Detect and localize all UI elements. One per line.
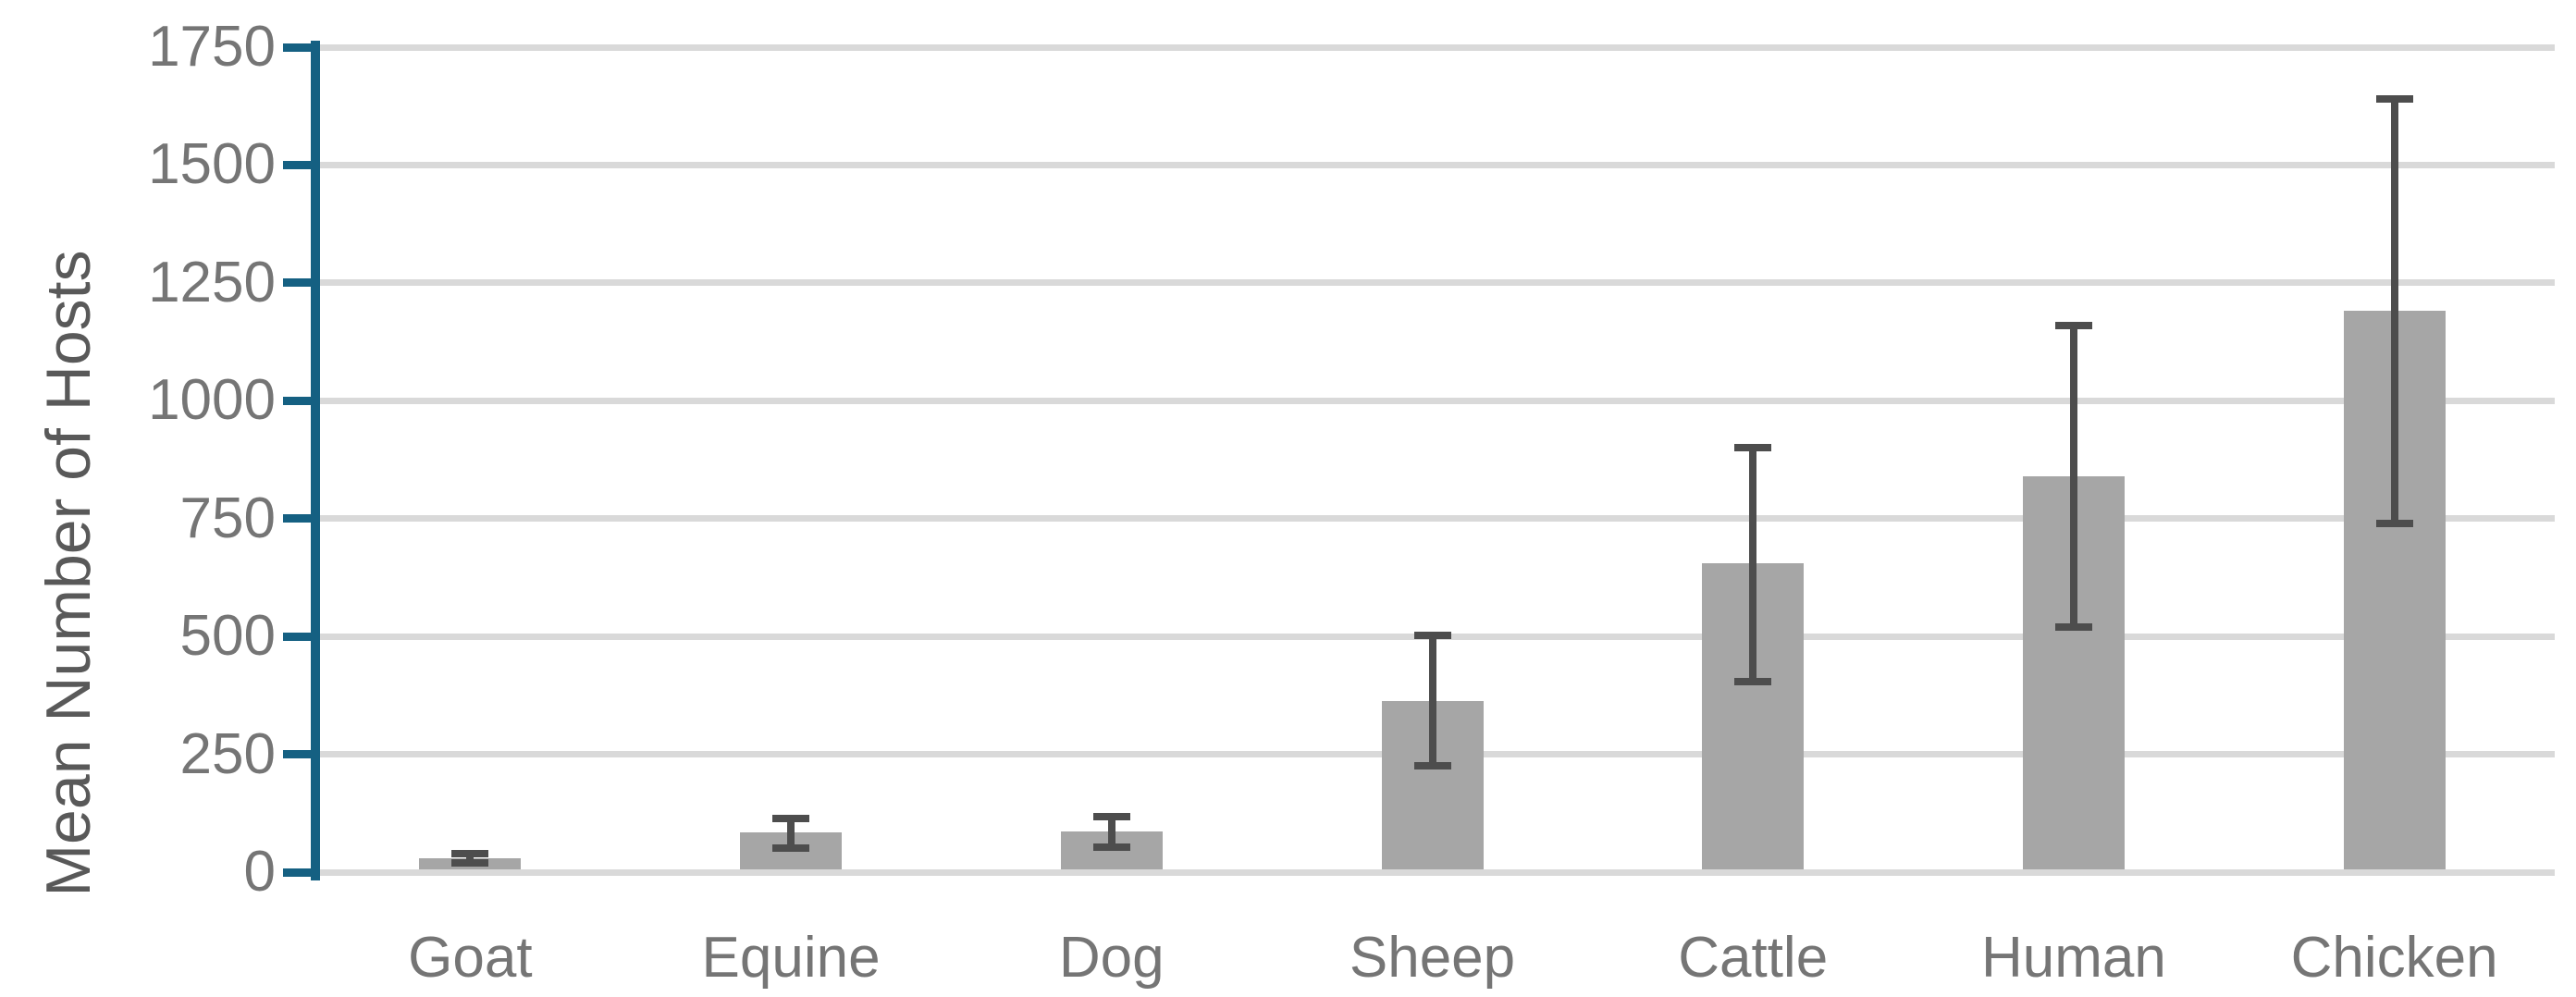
- error-bar-cap-top-goat: [451, 849, 489, 857]
- y-tick-label-1750: 1750: [148, 15, 276, 79]
- y-tick-label-500: 500: [179, 604, 276, 669]
- gridline-1000: [319, 397, 2555, 404]
- error-bar-cap-top-sheep: [1413, 631, 1451, 639]
- gridline-1250: [319, 279, 2555, 287]
- error-bar-cap-bottom-sheep: [1413, 761, 1451, 769]
- error-bar-cap-bottom-equine: [772, 844, 810, 852]
- y-tick-0: [283, 868, 320, 877]
- category-label-dog: Dog: [1058, 926, 1165, 990]
- error-bar-equine: [787, 818, 795, 848]
- y-tick-1000: [283, 396, 320, 405]
- category-label-equine: Equine: [701, 926, 881, 990]
- error-bar-cap-bottom-chicken: [2375, 519, 2413, 527]
- category-label-goat: Goat: [408, 926, 533, 990]
- y-tick-750: [283, 514, 320, 523]
- error-bar-dog: [1107, 816, 1115, 847]
- gridline-750: [319, 515, 2555, 523]
- gridline-0: [319, 868, 2555, 876]
- y-tick-label-1250: 1250: [148, 250, 276, 314]
- gridline-1750: [319, 43, 2555, 51]
- error-bar-cap-bottom-human: [2054, 622, 2092, 631]
- y-tick-1750: [283, 43, 320, 52]
- category-label-cattle: Cattle: [1678, 926, 1829, 990]
- y-tick-1250: [283, 278, 320, 288]
- y-tick-label-0: 0: [243, 840, 276, 904]
- y-tick-1500: [283, 160, 320, 169]
- y-axis-line: [311, 41, 320, 880]
- error-bar-sheep: [1428, 634, 1436, 766]
- error-bar-cap-top-dog: [1092, 812, 1130, 820]
- category-label-human: Human: [1980, 926, 2166, 990]
- y-tick-label-250: 250: [179, 721, 276, 786]
- category-label-sheep: Sheep: [1349, 926, 1516, 990]
- y-tick-label-750: 750: [179, 486, 276, 550]
- gridline-1500: [319, 161, 2555, 168]
- error-bar-cap-top-cattle: [1734, 444, 1772, 452]
- error-bar-cap-bottom-goat: [451, 858, 489, 867]
- error-bar-human: [2069, 325, 2077, 627]
- error-bar-cap-top-human: [2054, 321, 2092, 329]
- y-tick-label-1500: 1500: [148, 132, 276, 197]
- error-bar-cap-bottom-cattle: [1734, 677, 1772, 685]
- y-tick-500: [283, 632, 320, 641]
- error-bar-cap-top-equine: [772, 814, 810, 822]
- error-bar-cap-bottom-dog: [1092, 843, 1130, 851]
- y-axis-title: Mean Number of Hosts: [33, 250, 104, 897]
- error-bar-cattle: [1749, 448, 1757, 682]
- error-bar-cap-top-chicken: [2375, 95, 2413, 104]
- error-bar-chicken: [2390, 99, 2398, 523]
- y-tick-label-1000: 1000: [148, 368, 276, 433]
- error-bar-goat: [466, 853, 475, 863]
- category-label-chicken: Chicken: [2290, 926, 2498, 990]
- y-tick-250: [283, 750, 320, 759]
